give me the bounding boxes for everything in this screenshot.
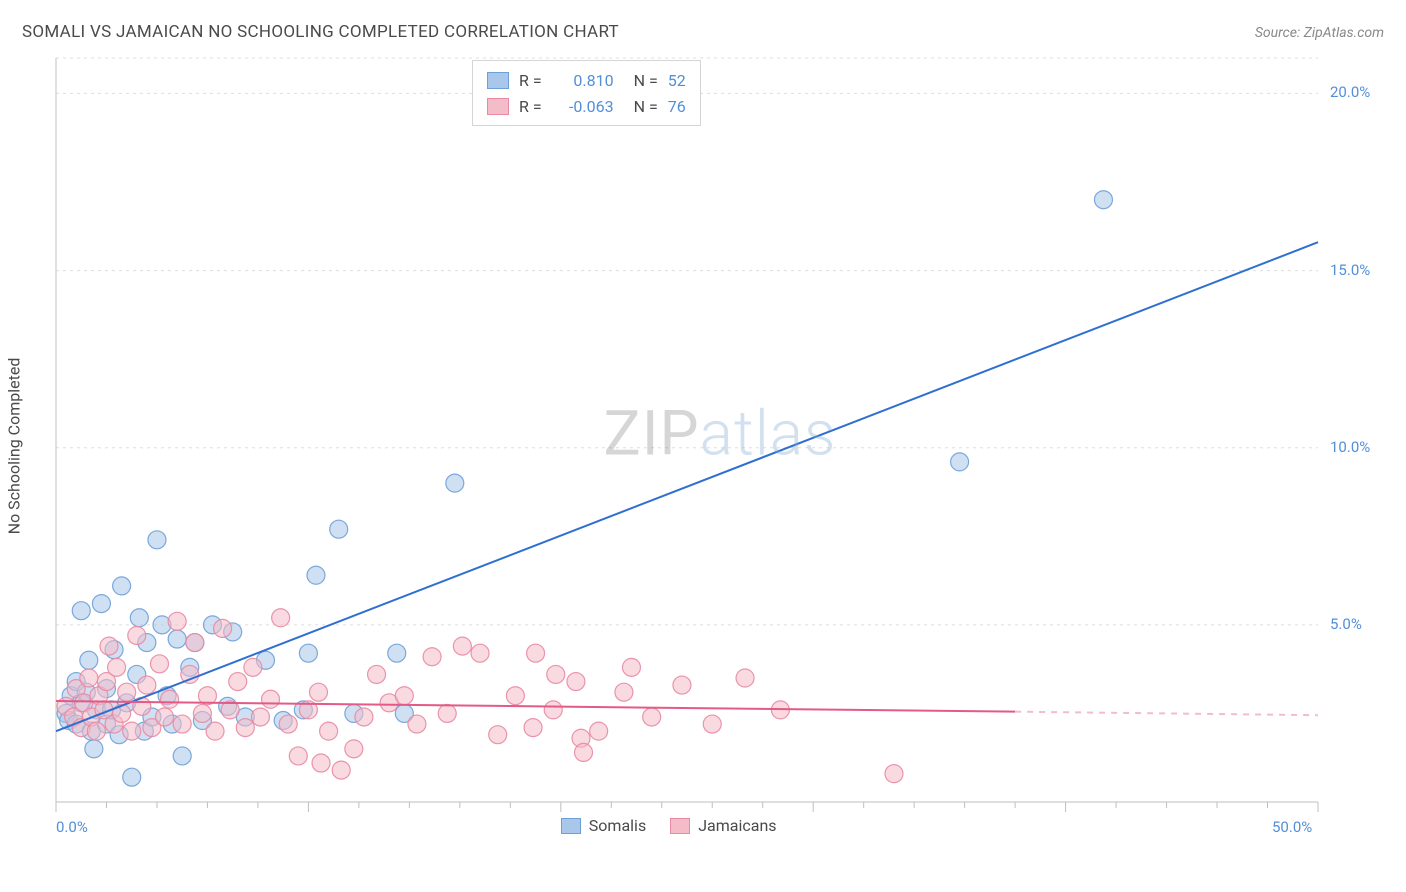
legend-swatch — [670, 818, 690, 834]
legend-swatch — [561, 818, 581, 834]
legend-n-label: N = — [634, 97, 658, 116]
title-row: SOMALI VS JAMAICAN NO SCHOOLING COMPLETE… — [22, 22, 1384, 42]
legend-r-label: R = — [519, 71, 542, 90]
x-tick-label: 50.0% — [1272, 818, 1312, 836]
legend-swatch — [487, 98, 509, 115]
legend-label: Jamaicans — [698, 816, 776, 835]
series-legend-item: Somalis — [561, 816, 646, 835]
y-axis-label: No Schooling Completed — [5, 358, 24, 535]
x-tick-label: 0.0% — [56, 818, 88, 836]
legend-r-value: -0.063 — [552, 97, 614, 116]
scatter-chart — [52, 56, 1388, 844]
y-tick-label: 5.0% — [1330, 615, 1362, 633]
legend-n-value: 76 — [668, 97, 686, 116]
legend-label: Somalis — [589, 816, 646, 835]
y-tick-label: 15.0% — [1330, 261, 1370, 279]
series-legend-item: Jamaicans — [670, 816, 776, 835]
plot-container: 5.0%10.0%15.0%20.0% 0.0%50.0% ZIPatlas R… — [52, 56, 1388, 844]
legend-n-value: 52 — [668, 71, 686, 90]
legend-r-value: 0.810 — [552, 71, 614, 90]
stats-legend: R = 0.810 N = 52 R = -0.063 N = 76 — [472, 60, 701, 126]
y-tick-label: 10.0% — [1330, 438, 1370, 456]
source-label: Source: ZipAtlas.com — [1255, 25, 1384, 41]
legend-n-label: N = — [634, 71, 658, 90]
chart-title: SOMALI VS JAMAICAN NO SCHOOLING COMPLETE… — [22, 22, 619, 42]
series-legend: Somalis Jamaicans — [561, 816, 777, 835]
legend-r-label: R = — [519, 97, 542, 116]
y-tick-label: 20.0% — [1330, 83, 1370, 101]
stats-legend-row: R = -0.063 N = 76 — [487, 93, 686, 119]
legend-swatch — [487, 72, 509, 89]
stats-legend-row: R = 0.810 N = 52 — [487, 67, 686, 93]
